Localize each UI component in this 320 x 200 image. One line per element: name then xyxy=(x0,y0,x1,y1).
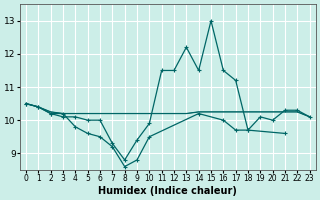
X-axis label: Humidex (Indice chaleur): Humidex (Indice chaleur) xyxy=(98,186,237,196)
